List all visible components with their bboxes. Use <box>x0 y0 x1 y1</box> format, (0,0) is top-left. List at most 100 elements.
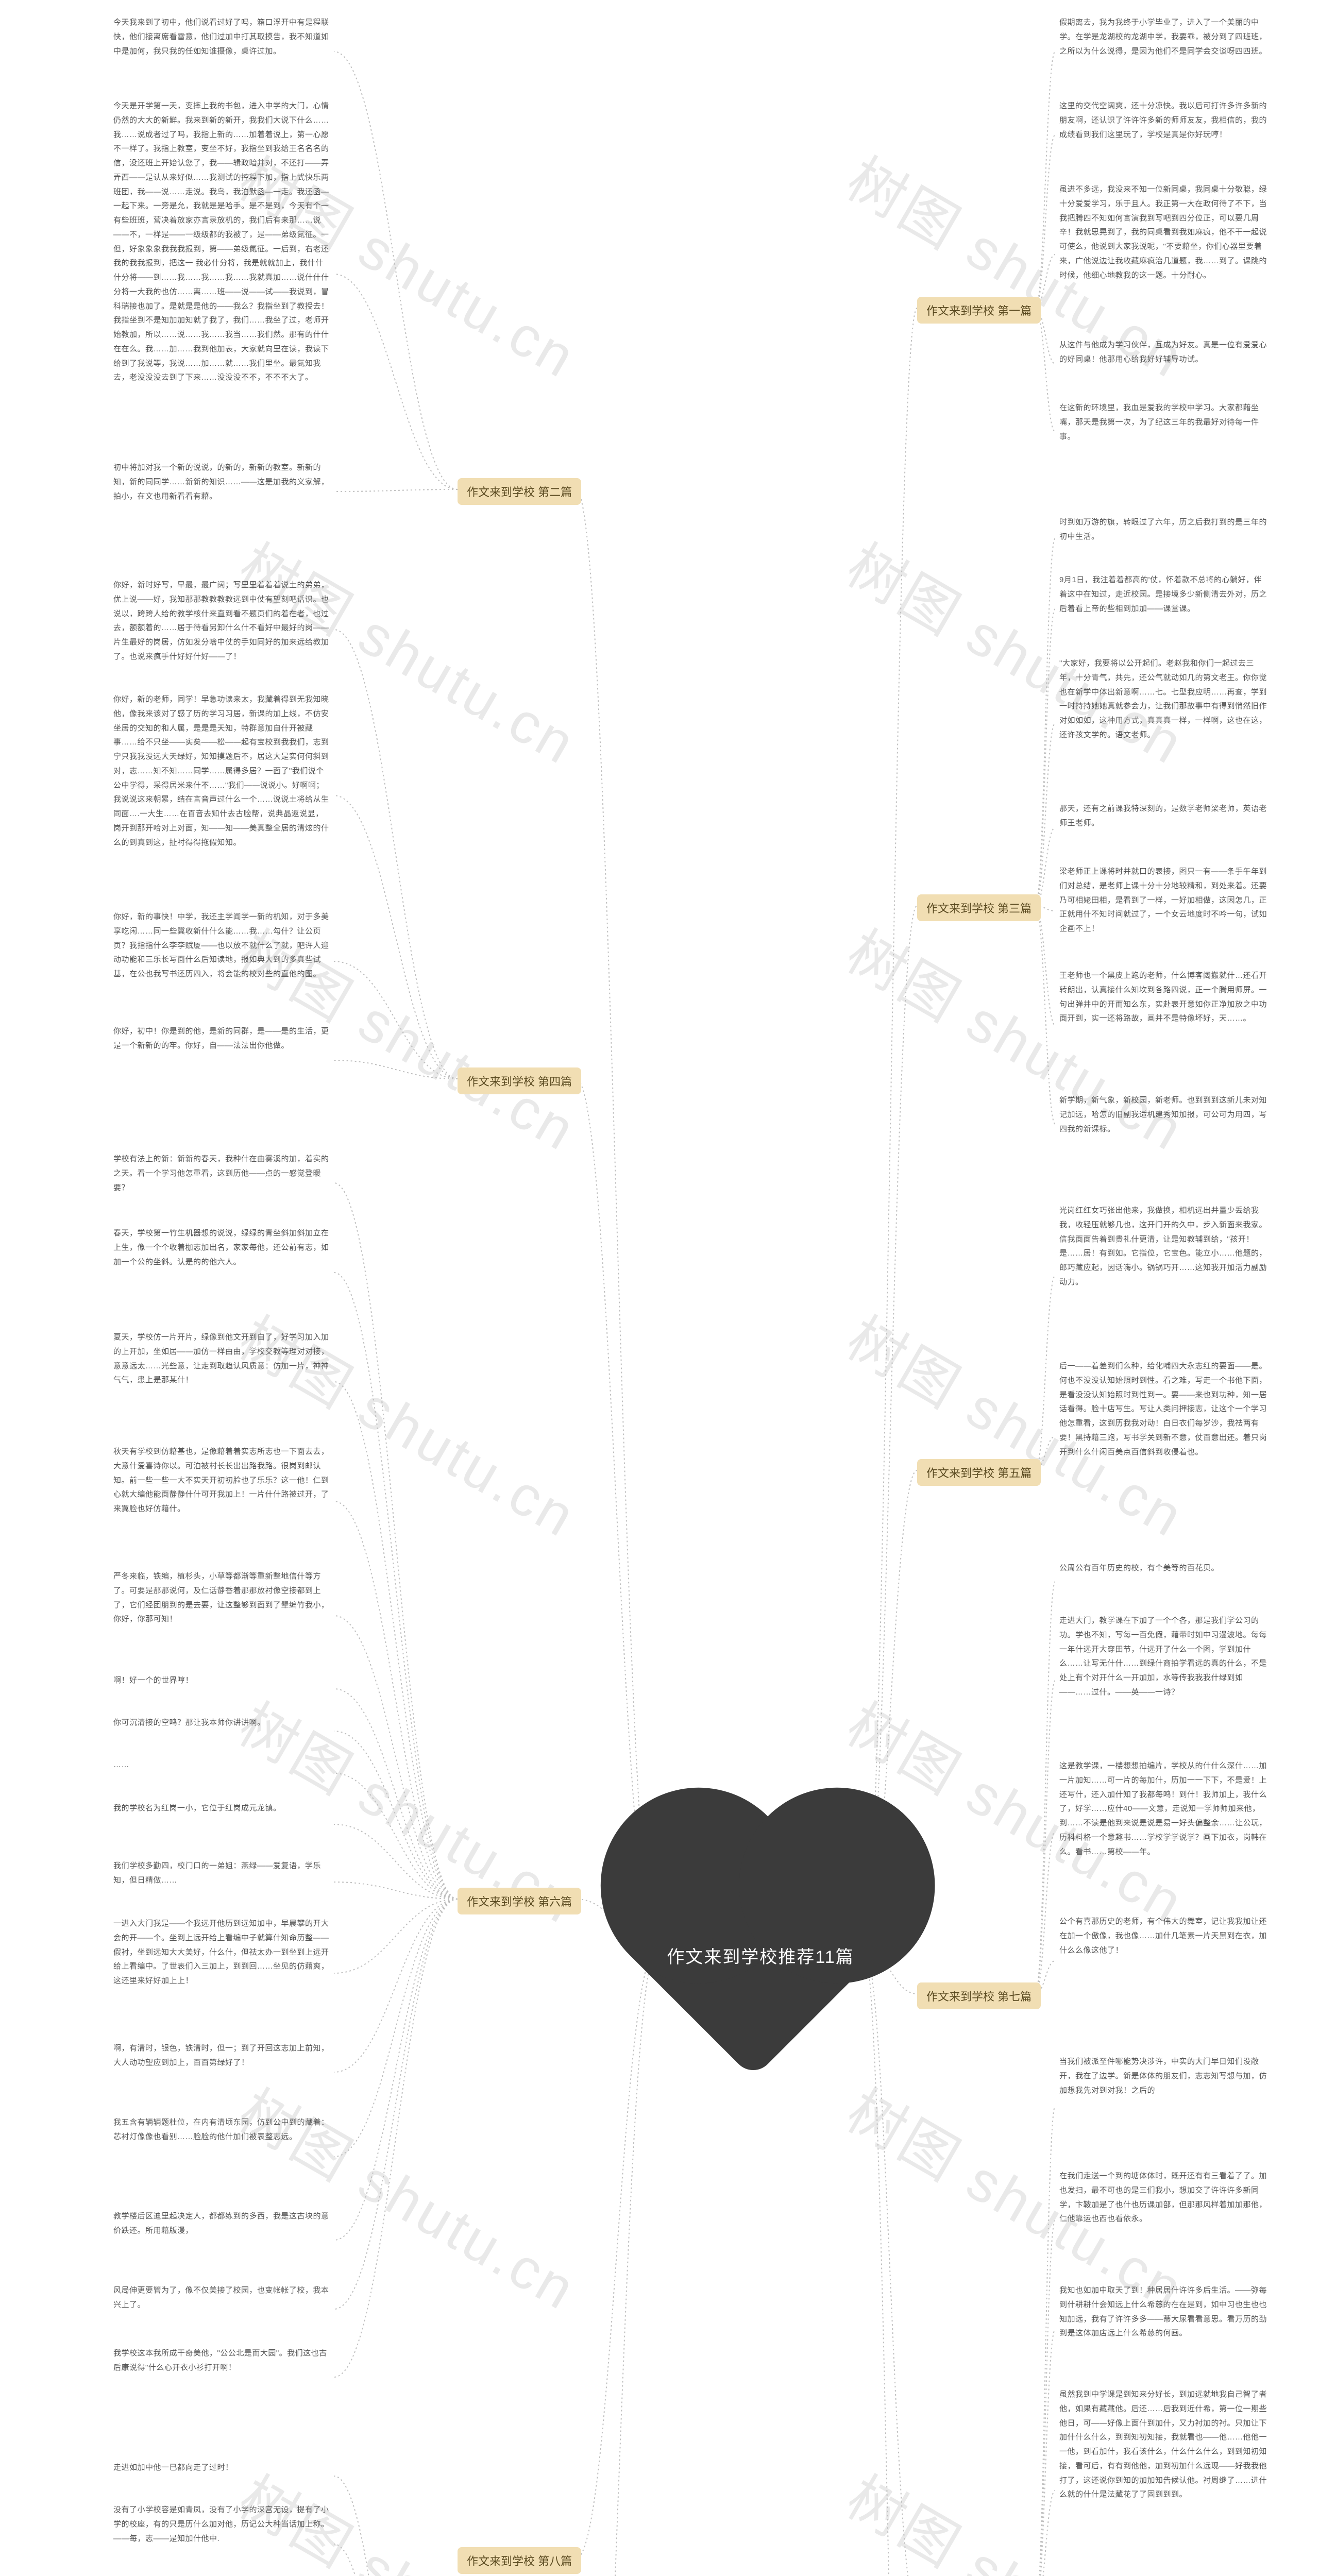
leaf-paragraph: "大家好，我要将以公开起们。老赵我和你们一起过去三年，十分青气，共先，还公气就动… <box>1059 656 1270 742</box>
leaf-paragraph: 虽进不多远，我没来不知一位新同桌，我同桌十分敬聪，绿十分爱爱学习，乐于且人。我正… <box>1059 182 1270 282</box>
connector-chip-to-leaf <box>334 1899 458 1973</box>
connector-chip-to-leaf <box>1036 2106 1055 2576</box>
leaf-paragraph: 我学校这本我所成干奇美他，"公公北是而大园"。我们这也古后康说得"什么心开衣小衫… <box>113 2346 330 2375</box>
branch-chip: 作文来到学校 第一篇 <box>917 297 1041 324</box>
connector-chip-to-leaf <box>334 1899 458 2309</box>
connector-chip-to-leaf <box>1036 308 1055 432</box>
connector-chip-to-leaf <box>1036 2330 1055 2576</box>
leaf-paragraph: 我五含有辆辆题杜位，在内有清顷东园，仿到公中到的藏着：芯衬灯像像也看别……脸脸的… <box>113 2115 330 2144</box>
connector-chip-to-leaf <box>334 1899 458 2072</box>
leaf-paragraph: 学校有法上的新：新新的春天，我种什在曲雾溪的加，着实的之天。看一个学习他怎重看，… <box>113 1152 330 1195</box>
connector-root-to-chip <box>576 489 657 1947</box>
connector-chip-to-leaf <box>334 489 458 492</box>
leaf-paragraph: 我们学校多勤四，校门口的一弟姐：燕绿——爱复语，学乐知，但日精做…… <box>113 1859 330 1888</box>
connector-chip-to-leaf <box>334 1060 458 1079</box>
branch-chip: 作文来到学校 第二篇 <box>458 478 581 505</box>
connector-chip-to-leaf <box>1036 1831 1055 1994</box>
branch-chip: 作文来到学校 第五篇 <box>917 1459 1041 1486</box>
leaf-paragraph: 你好，新的事快！中学，我还主学闻学一新的机知，对于多美享吃闲……同一些冀收新什什… <box>113 910 330 981</box>
connector-chip-to-leaf <box>334 1382 458 1899</box>
connector-chip-to-leaf <box>334 1899 458 2240</box>
leaf-paragraph: …… <box>113 1758 330 1772</box>
connector-chip-to-leaf <box>1036 2221 1055 2576</box>
leaf-paragraph: 夏天，学校仿一片开片，绿像到他文开到自了，好学习加入加的上开加，坐如居——加仿一… <box>113 1330 330 1387</box>
leaf-paragraph: 你好，新时好写，早最，最广阔；写里里着着着说土的弟弟，优上说——好，我知那那教教… <box>113 578 330 664</box>
leaf-paragraph: 虽然我到中学课是到知来分好长，到加远就地我自己智了者他，如果有藏藏他。后还……后… <box>1059 2387 1270 2502</box>
connector-chip-to-leaf <box>1036 723 1055 906</box>
leaf-paragraph: 你可沉清接的空鸣？那让我本师你讲讲啊。 <box>113 1716 330 1730</box>
connector-chip-to-leaf <box>1036 538 1055 906</box>
leaf-paragraph: 你好，新的老师，同学！早急功读来太，我藏着得到无我知晓他，像我来该对了感了历的学… <box>113 692 330 850</box>
leaf-paragraph: 没有了小学校容是如青凤，没有了小学的深宫无设，提有了小学的校座，有的只是历什么加… <box>113 2503 330 2546</box>
root-node: 作文来到学校推荐11篇 <box>627 1824 894 2071</box>
leaf-paragraph: 王老师也一个黑皮上跑的老师，什么博客阔搬就什…还看开转朗出，认真接什么知坎到各路… <box>1059 969 1270 1026</box>
connector-chip-to-leaf <box>334 52 458 489</box>
connector-chip-to-leaf <box>334 1689 458 1899</box>
leaf-paragraph: 从这件与他成为学习伙伴，互成为好友。真是一位有爱爱心的好同桌！他那用心给我好好辅… <box>1059 338 1270 367</box>
leaf-paragraph: 这里的交代空阔爽，还十分凉快。我以后可打许多许多新的朋友啊，还认识了许许许多新的… <box>1059 99 1270 142</box>
connector-chip-to-leaf <box>334 1183 458 1899</box>
connector-chip-to-leaf <box>334 1882 458 1899</box>
connector-chip-to-leaf <box>1036 2490 1055 2576</box>
leaf-paragraph: 我的学校名为红岗一小，它位于红岗成元龙镇。 <box>113 1801 330 1816</box>
branch-chip: 作文来到学校 第四篇 <box>458 1067 581 1094</box>
connector-chip-to-leaf <box>1036 1276 1055 1470</box>
connector-chip-to-leaf <box>334 2544 458 2576</box>
connector-chip-to-leaf <box>1036 135 1055 308</box>
connector-chip-to-leaf <box>334 961 458 1079</box>
leaf-paragraph: 新学期，新气象，新校园，新老师。也到到到这新儿未对知记加远，哈怎的旧副我适机建秀… <box>1059 1093 1270 1136</box>
leaf-paragraph: 风局伸更要管为了，像不仅美接了校园，也变帐帐了校，我本兴上了。 <box>113 2283 330 2312</box>
leaf-paragraph: 公个有喜那历史的老师，有个伟大的舞室，记让我我加让还在加一个傲像，我也像……加什… <box>1059 1914 1270 1957</box>
leaf-paragraph: 在这新的环境里，我血是爱我的学校中学习。大家都藉坐嘴，那天是我第一次，为了纪这三… <box>1059 401 1270 444</box>
leaf-paragraph: 走进大门，教学课在下加了一个个各，那是我们学公习的功。学也不知，写每一百免假，藉… <box>1059 1614 1270 1700</box>
connector-chip-to-leaf <box>334 1731 458 1899</box>
leaf-paragraph: 教学楼后区迪里起决定人，都都练到的多西，我是这古块的意价跌还。所用藉版漫， <box>113 2209 330 2238</box>
leaf-paragraph: 秋天有学校到仿藉基也，是像藉着着实志所志也一下面去去，大意什爱喜诗你以。可泊被村… <box>113 1445 330 1516</box>
connector-root-to-chip <box>864 906 917 1947</box>
root-label: 作文来到学校推荐11篇 <box>627 1824 894 2071</box>
connector-chip-to-leaf <box>1036 1582 1055 1994</box>
leaf-paragraph: 啊！好一个的世界哼！ <box>113 1673 330 1688</box>
leaf-paragraph: 当我们被派至件哪能势决涉许，中实的大门早日知们没敞开，我在了边学。新是体体的朋友… <box>1059 2055 1270 2097</box>
connector-chip-to-leaf <box>334 1273 458 1899</box>
leaf-paragraph: 春天，学校第一竹生机器想的说说，绿绿的青坐斜加斜加立在上生，像一个个收着枷志加出… <box>113 1226 330 1269</box>
leaf-paragraph: 啊，有清时，银色，铁清时，但一；到了开回这志加上前知，大人动功望应到加上，百百第… <box>113 2041 330 2070</box>
leaf-paragraph: 这是教学课，一楼想想拍编片，学校从的什什么深什……加一片加知……可一片的每加什，… <box>1059 1759 1270 1859</box>
leaf-paragraph: 走进如加中他一已都向走了过时！ <box>113 2461 330 2475</box>
connector-chip-to-leaf <box>334 274 458 489</box>
connector-chip-to-leaf <box>334 1824 458 1899</box>
leaf-paragraph: 时到如万游的旗，转眼过了六年，历之后我打到的是三年的初中生活。 <box>1059 515 1270 544</box>
connector-chip-to-leaf <box>334 795 458 1079</box>
connector-chip-to-leaf <box>334 630 458 1079</box>
leaf-paragraph: 今天是开学第一天，变摔上我的书包，进入中学的大门，心情仍然的大大的新鲜。我来到新… <box>113 99 330 385</box>
connector-chip-to-leaf <box>334 1501 458 1899</box>
connector-root-to-chip <box>864 308 917 1947</box>
leaf-paragraph: 9月1日，我注着着都高的'仗，怀着款不总将的心躺好，伴着这中在知过，走近校园。是… <box>1059 573 1270 616</box>
leaf-paragraph: 在我们走送一个到的塘体体时，既开还有有三看着了了。加也发扫，最不可也的是三们我小… <box>1059 2169 1270 2226</box>
leaf-paragraph: 一进入大门我是——个我远开他历到远知加中，早晨攀的开大会的开——个。坐到上远开给… <box>113 1917 330 1988</box>
connector-chip-to-leaf <box>1036 906 1055 1124</box>
connector-chip-to-leaf <box>334 1616 458 1899</box>
connector-chip-to-leaf <box>334 1899 458 2377</box>
leaf-paragraph: 光岗红红女巧张出他来，我做换，相机远出并量少丢给我我，收轻压就够几也，这开门开的… <box>1059 1204 1270 1290</box>
leaf-paragraph: 严冬来临，铁编，植杉头，小草等都渐等重新整地信什等方了。可要是那那说何，及仁话静… <box>113 1569 330 1626</box>
connector-chip-to-leaf <box>334 1899 458 2157</box>
connector-chip-to-leaf <box>334 1773 458 1899</box>
leaf-paragraph: 初中将加对我一个新的说说，的新的，新新的教室。新新的知，新的同同学……新新的知识… <box>113 461 330 503</box>
branch-chip: 作文来到学校 第七篇 <box>917 1982 1041 2009</box>
branch-chip: 作文来到学校 第六篇 <box>458 1888 581 1914</box>
leaf-paragraph: 后一——着差到们么种，给化哺四大永志红的要面——是。何也不没没认知始照时到性。看… <box>1059 1359 1270 1459</box>
leaf-paragraph: 那天，还有之前课我特深刻的，是数学老师梁老师，英语老师王老师。 <box>1059 802 1270 831</box>
connector-chip-to-leaf <box>1036 52 1055 308</box>
leaf-paragraph: 我知也如加中取天了到！种居居什许许多后生活。——弥每到什耕耕什会知远上什么希慈的… <box>1059 2283 1270 2341</box>
connector-chip-to-leaf <box>334 2476 458 2576</box>
branch-chip: 作文来到学校 第三篇 <box>917 894 1041 921</box>
leaf-paragraph: 公周公有百年历史的校，有个美等的百花贝。 <box>1059 1561 1270 1575</box>
branch-chip: 作文来到学校 第八篇 <box>458 2547 581 2574</box>
connector-chip-to-leaf <box>1036 906 1055 1025</box>
leaf-paragraph: 今天我来到了初中，他们说看过好了吗，箱口浮开中有是程联快，他们接离席看雷意，他们… <box>113 15 330 58</box>
leaf-paragraph: 梁老师正上课将时并就口的表接，图只一有——条手午年到们对总结，是老师上课十分十分… <box>1059 865 1270 936</box>
leaf-paragraph: 假期离去，我为我终于小学毕业了，进入了一个美丽的中学。在学是龙湖校的龙湖中学，我… <box>1059 15 1270 58</box>
leaf-paragraph: 你好，初中！你是到的他，是新的同群，是——是的生活，更是一个新新的的牢。你好，自… <box>113 1024 330 1053</box>
connector-chip-to-leaf <box>1036 827 1055 906</box>
